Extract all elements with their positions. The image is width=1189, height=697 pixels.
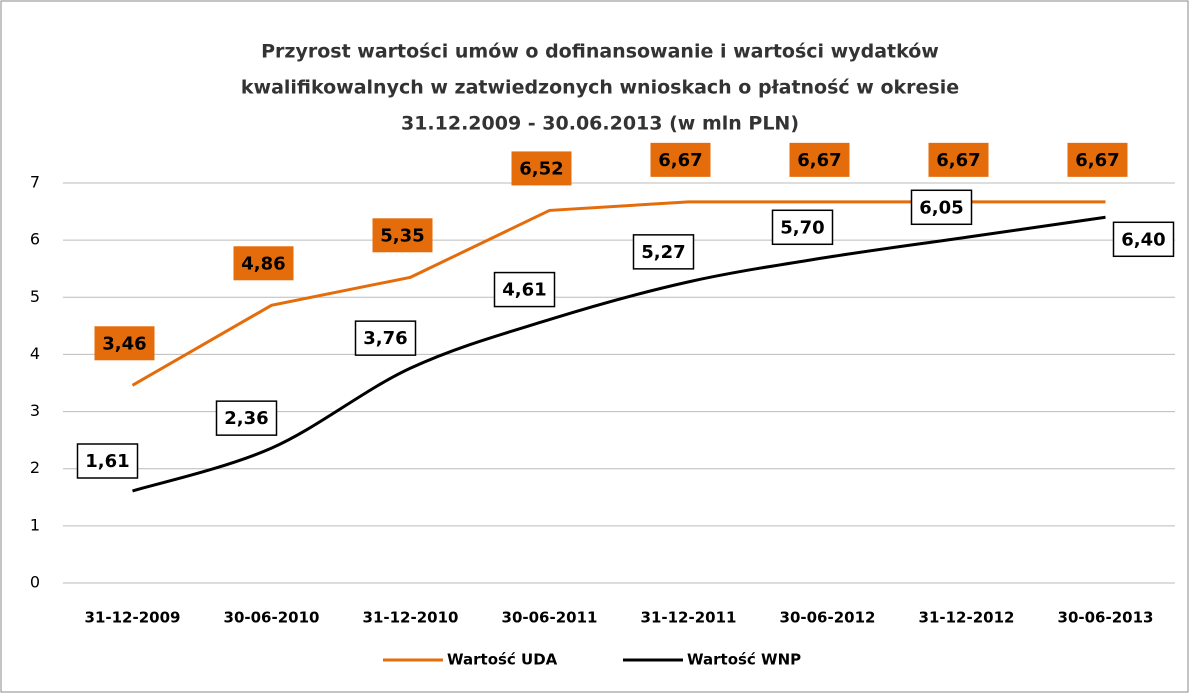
- y-tick-label: 7: [30, 173, 40, 192]
- label-box: [910, 189, 973, 226]
- label-box: [94, 326, 155, 361]
- x-tick-label: 30-06-2013: [1058, 609, 1154, 627]
- label-box: [928, 142, 989, 177]
- x-tick-label: 30-06-2012: [780, 609, 876, 627]
- x-tick-label: 31-12-2012: [919, 609, 1015, 627]
- y-tick-label: 1: [30, 515, 40, 534]
- value-label: 2,36: [224, 408, 268, 429]
- value-label: 6,52: [519, 158, 563, 179]
- value-label: 6,67: [658, 150, 702, 171]
- value-label: 3,76: [363, 328, 407, 349]
- chart-title: kwalifikowalnych w zatwiedzonych wnioska…: [241, 77, 959, 99]
- legend-label: Wartość UDA: [447, 651, 558, 669]
- y-tick-label: 4: [30, 344, 40, 363]
- label-box: [650, 142, 711, 177]
- value-label: 6,40: [1121, 229, 1165, 250]
- label-box: [215, 400, 278, 436]
- y-tick-label: 6: [30, 230, 40, 249]
- line: [132, 215, 1106, 493]
- value-label: 6,67: [936, 150, 980, 171]
- label-box: [372, 218, 433, 253]
- x-tick-label: 31-12-2010: [363, 609, 459, 627]
- value-label: 5,70: [780, 217, 824, 238]
- x-tick-label: 30-06-2010: [224, 609, 320, 627]
- label-box: [233, 246, 294, 281]
- chart-title: Przyrost wartości umów o dofinansowanie …: [261, 41, 939, 63]
- y-tick-label: 2: [30, 458, 40, 477]
- value-label: 4,86: [241, 253, 285, 274]
- label-box: [1112, 221, 1175, 258]
- label-box: [354, 320, 417, 356]
- value-label: 6,67: [797, 150, 841, 171]
- y-tick-label: 5: [30, 287, 40, 306]
- value-label: 3,46: [102, 333, 146, 354]
- x-tick-label: 31-12-2011: [641, 609, 737, 627]
- label-box: [493, 271, 556, 308]
- y-tick-label: 3: [30, 401, 40, 420]
- legend-label: Wartość WNP: [687, 651, 801, 669]
- label-box: [1067, 142, 1128, 177]
- y-tick-label: 0: [30, 573, 40, 592]
- label-box: [771, 209, 834, 246]
- label-box: [76, 443, 139, 479]
- value-label: 1,61: [85, 451, 129, 472]
- value-label: 4,61: [502, 280, 546, 301]
- chart-title: 31.12.2009 - 30.06.2013 (w mln PLN): [401, 113, 799, 135]
- value-label: 5,35: [380, 225, 424, 246]
- value-label: 6,05: [919, 197, 963, 218]
- label-box: [632, 234, 695, 270]
- x-tick-label: 30-06-2011: [502, 609, 598, 627]
- value-label: 6,67: [1075, 150, 1119, 171]
- value-label: 5,27: [641, 242, 685, 263]
- label-box: [789, 142, 850, 177]
- label-box: [511, 151, 572, 186]
- x-tick-label: 31-12-2009: [85, 609, 181, 627]
